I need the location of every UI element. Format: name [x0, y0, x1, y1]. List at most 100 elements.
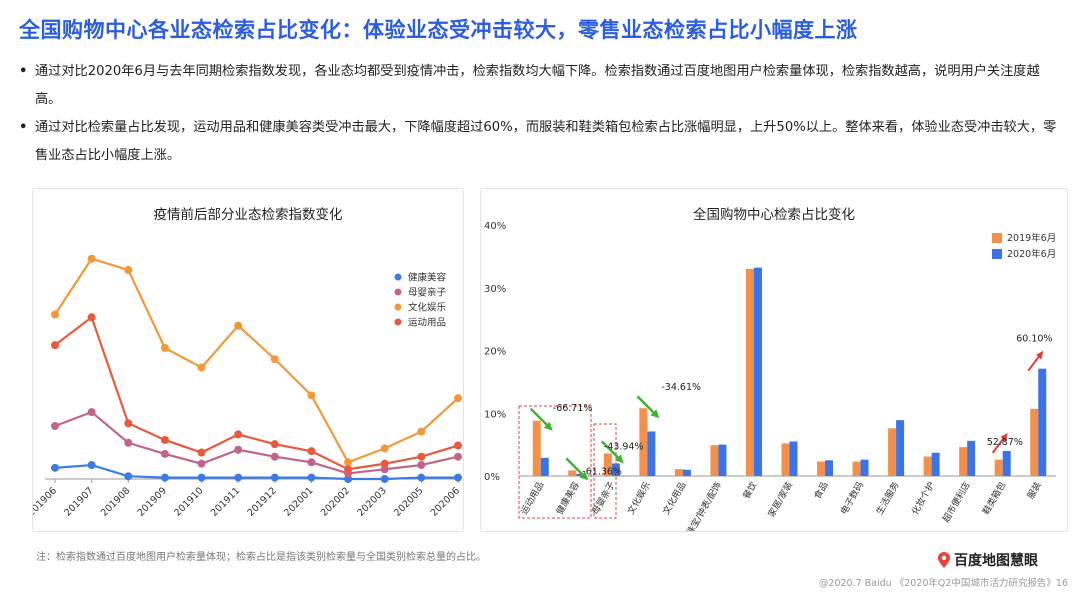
data-point: [344, 475, 353, 483]
bar-2019: [888, 428, 897, 476]
page-title: 全国购物中心各业态检索占比变化：体验业态受冲击较大，零售业态检索占比小幅度上涨: [19, 18, 858, 42]
x-tick-label: 珠宝/钟表/配饰: [684, 480, 724, 532]
data-point: [454, 441, 462, 450]
x-tick-label: 202005: [392, 485, 425, 518]
bar-2020: [860, 459, 869, 476]
line-chart-panel: 疫情前后部分业态检索指数变化 201906 201907 201908 201909 2…: [32, 188, 464, 532]
data-point: [270, 473, 279, 482]
bar-2019: [959, 447, 968, 476]
data-point: [124, 419, 133, 428]
data-point: [307, 447, 316, 456]
legend-marker: [394, 288, 402, 296]
x-tick-label: 运动用品: [519, 480, 547, 517]
data-point: [454, 473, 462, 482]
x-tick-label: 201910: [172, 485, 205, 518]
data-point: [344, 458, 353, 467]
change-annotation: -66.71%: [553, 403, 593, 414]
bar-chart-title: 全国购物中心检索占比变化: [693, 207, 855, 223]
bar-2020: [1038, 368, 1047, 476]
data-point: [417, 461, 426, 470]
decrease-arrow: [636, 395, 657, 416]
bar-2020: [718, 444, 727, 476]
bar-2019: [710, 445, 719, 476]
data-point: [51, 463, 59, 472]
bar-2020: [931, 452, 940, 476]
legend-marker: [394, 273, 402, 281]
increase-arrow: [991, 436, 1006, 454]
bullet-text: 通过对比检索量占比发现，运动用品和健康美容类受冲击最大，下降幅度超过60%，而服…: [35, 120, 1057, 163]
x-tick-label: 201908: [99, 485, 132, 518]
bar-2019: [923, 456, 932, 476]
data-point: [87, 254, 96, 263]
data-point: [270, 440, 279, 449]
increase-arrow-head: [1036, 350, 1044, 360]
x-tick-label: 201909: [136, 485, 169, 518]
bar-2019: [745, 268, 754, 476]
data-point: [87, 408, 96, 417]
bar-2020: [576, 473, 585, 476]
data-point: [160, 343, 169, 352]
data-point: [270, 452, 279, 461]
data-point: [234, 430, 243, 439]
x-tick-label: 文化用品: [660, 480, 688, 517]
bar-2019: [994, 459, 1003, 476]
data-point: [307, 391, 316, 400]
data-point: [380, 444, 389, 453]
bar-2019: [603, 453, 612, 476]
data-point: [87, 313, 96, 322]
data-point: [307, 458, 316, 467]
x-tick-label: 201907: [62, 485, 95, 518]
bullet-list: • 通过对比2020年6月与去年同期检索指数发现，各业态均都受到疫情冲击，检索指…: [19, 58, 1064, 170]
x-tick-label: 202001: [282, 485, 315, 518]
data-point: [454, 452, 462, 461]
x-tick-label: 超市便利店: [940, 479, 973, 524]
data-point: [344, 465, 353, 474]
change-annotation: 52.87%: [987, 437, 1023, 448]
decrease-arrow: [529, 407, 550, 428]
data-point: [160, 473, 169, 482]
copyright-footer: @2020.7 Baidu 《2020年Q2中国城市活力研究报告》16: [818, 578, 1068, 589]
legend-marker: [394, 303, 402, 311]
line-chart-title: 疫情前后部分业态检索指数变化: [153, 207, 343, 223]
brand-logo-text: 百度地图慧眼: [954, 553, 1038, 569]
x-tick-label: 生活服务: [873, 480, 901, 517]
legend-swatch: [992, 249, 1002, 259]
data-point: [124, 472, 133, 481]
bar-2019: [674, 469, 683, 476]
data-point: [417, 427, 426, 436]
x-tick-label: 电子数码: [838, 480, 866, 517]
bar-2020: [896, 420, 905, 476]
data-point: [417, 452, 426, 461]
legend-marker: [394, 318, 402, 326]
decrease-arrow-head: [650, 409, 660, 419]
bar-2020: [647, 431, 656, 476]
series-line: [54, 257, 459, 464]
bar-chart-panel: 全国购物中心检索占比变化 0% 10% 20% 30% 40% 运动用品 健康美容 母婴亲子文…: [480, 188, 1068, 532]
x-tick-label: 文化娱乐: [625, 480, 653, 517]
y-tick-label: 10%: [484, 409, 506, 420]
bar-2019: [568, 470, 577, 476]
x-tick-label: 母婴亲子: [589, 480, 617, 517]
x-tick-label: 食品: [811, 480, 830, 502]
data-point: [51, 422, 59, 431]
data-point: [380, 459, 389, 468]
data-point: [380, 465, 389, 474]
highlight-box-decline: [518, 405, 592, 519]
data-point: [51, 341, 59, 350]
data-point: [87, 461, 96, 470]
x-tick-label: 健康美容: [553, 480, 581, 517]
bullet-dot-icon: •: [19, 120, 28, 135]
bar-2019: [532, 420, 541, 476]
decrease-arrow-head: [579, 471, 589, 481]
y-tick-label: 40%: [484, 221, 506, 232]
bullet-text: 通过对比2020年6月与去年同期检索指数发现，各业态均都受到疫情冲击，检索指数均…: [35, 64, 1040, 107]
x-tick-label: 餐饮: [740, 480, 759, 502]
x-tick-label: 201912: [246, 485, 279, 518]
series-line: [54, 463, 458, 481]
map-pin-icon: [938, 552, 950, 568]
y-tick-label: 20%: [484, 347, 506, 358]
bar-2020: [682, 469, 691, 476]
bar-2020: [1002, 450, 1011, 476]
change-annotation: -34.61%: [661, 382, 701, 393]
legend-label: 健康美容: [408, 272, 447, 284]
